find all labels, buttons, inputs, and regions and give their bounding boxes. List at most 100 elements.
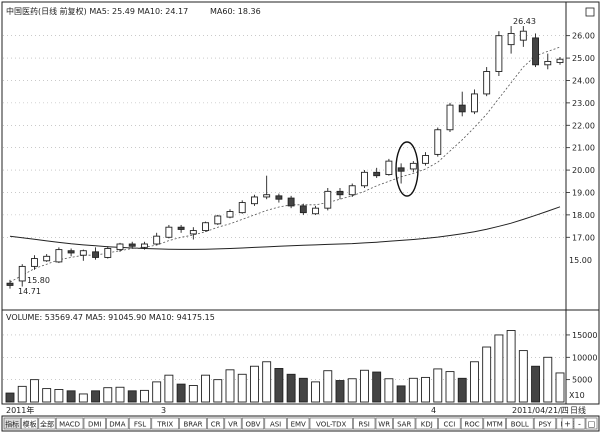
mid-low-label: 15.80: [27, 276, 50, 285]
indicator-tab[interactable]: [438, 417, 461, 430]
indicator-tab[interactable]: [21, 417, 39, 430]
indicator-tab[interactable]: [309, 417, 353, 430]
volume-bar: [311, 381, 321, 403]
candle-body: [226, 211, 234, 218]
indicator-tab-label: 全部: [40, 420, 54, 429]
volume-bar: [262, 361, 272, 403]
ma60-label: MA60: 18.36: [210, 7, 261, 16]
candle-body: [6, 282, 14, 286]
nav-button[interactable]: [573, 417, 586, 430]
candle-body: [263, 194, 271, 198]
volume-bar: [213, 379, 223, 403]
indicator-tab[interactable]: [415, 417, 438, 430]
volume-unit-label: X10: [569, 391, 585, 400]
candle-body: [532, 37, 540, 66]
indicator-tab[interactable]: [483, 417, 506, 430]
indicator-tab-label: KDJ: [421, 421, 433, 429]
volume-bar: [139, 389, 149, 403]
volume-bar: [237, 373, 247, 403]
candle-body: [275, 195, 283, 200]
period-label: 日线: [570, 405, 586, 415]
volume-bar: [188, 385, 198, 403]
date-end-label: 2011/04/21/四: [512, 406, 569, 415]
price-tick-label: 17.00: [572, 233, 595, 242]
indicator-tab[interactable]: [55, 417, 84, 430]
price-tick-label: 24.00: [572, 76, 595, 85]
indicator-tab[interactable]: [264, 417, 287, 430]
indicator-tab[interactable]: [179, 417, 207, 430]
indicator-tab-label: MTM: [486, 421, 502, 429]
volume-bar: [543, 356, 553, 403]
indicator-tab-label: VOL-TDX: [316, 421, 347, 429]
candle-body: [67, 250, 75, 254]
volume-bar: [115, 386, 125, 403]
candle-body: [153, 235, 161, 245]
volume-bar: [66, 390, 76, 403]
candle-body: [446, 104, 454, 131]
indicator-tab-label: DMI: [88, 421, 102, 429]
indicator-tab-label: DMA: [109, 421, 125, 429]
candle-body: [30, 258, 38, 267]
indicator-tab[interactable]: [3, 417, 21, 430]
candle-body: [177, 226, 185, 230]
indicator-tab-label: BOLL: [511, 421, 529, 429]
volume-bar: [359, 369, 369, 403]
candle-body: [104, 248, 112, 258]
volume-bar: [176, 383, 186, 403]
candle-body: [324, 190, 332, 209]
candle-body: [238, 202, 246, 214]
indicator-tab[interactable]: [393, 417, 416, 430]
candle-body: [458, 104, 466, 113]
left-price-axis-label: 15.00: [569, 256, 592, 265]
volume-bar: [396, 385, 406, 403]
indicator-tab[interactable]: [224, 417, 242, 430]
indicator-tab[interactable]: [106, 417, 129, 430]
candle-body: [165, 226, 173, 238]
price-tick-label: 20.00: [572, 166, 595, 175]
indicator-tab[interactable]: [287, 417, 310, 430]
volume-bar: [469, 361, 479, 403]
indicator-tab[interactable]: [460, 417, 484, 430]
indicator-tab[interactable]: [353, 417, 376, 430]
indicator-tab[interactable]: [151, 417, 179, 430]
indicator-tab[interactable]: [128, 417, 152, 430]
candle-body: [18, 265, 26, 282]
indicator-tab-label: FSL: [134, 421, 146, 429]
volume-bar: [225, 369, 235, 403]
nav-buttons: + - □: [561, 417, 598, 430]
volume-bar: [103, 387, 113, 403]
price-tick-label: 25.00: [572, 54, 595, 63]
indicator-tab[interactable]: [375, 417, 393, 430]
indicator-tab[interactable]: [533, 417, 557, 430]
candle-body: [214, 215, 222, 225]
indicator-tab-label: PSY: [539, 421, 553, 429]
nav-button[interactable]: [585, 417, 598, 430]
volume-bar: [91, 390, 101, 403]
tab-layer: 指标 模板 全部 MACD DMI DMA FSL TRIX BRAR CR VR OBV ASI EMV…: [3, 417, 584, 430]
candle-body: [348, 185, 356, 196]
volume-bar: [323, 370, 333, 403]
indicator-tab[interactable]: [83, 417, 106, 430]
indicator-tab[interactable]: [207, 417, 225, 430]
indicator-tab[interactable]: [241, 417, 265, 430]
candlestick-layer: [6, 26, 564, 289]
candle-body: [336, 190, 344, 196]
settings-icon[interactable]: [585, 7, 595, 17]
candle-body: [299, 205, 307, 214]
candle-body: [79, 250, 87, 256]
nav-button-label: □: [588, 420, 596, 429]
volume-bar: [433, 368, 443, 403]
candle-body: [116, 243, 124, 251]
indicator-tab[interactable]: [38, 417, 56, 430]
nav-button[interactable]: [561, 417, 574, 430]
volume-bar: [494, 334, 504, 403]
candle-body: [55, 249, 63, 263]
volume-bar: [506, 330, 516, 403]
axis-layer: 17.00 18.00 19.00 20.00 21.00 22.00 23.00 24.00…: [566, 32, 597, 385]
indicator-tab[interactable]: [506, 417, 534, 430]
price-tick-label: 21.00: [572, 144, 595, 153]
indicator-tab-label: ASI: [270, 421, 281, 429]
moving-average-layer: [9, 46, 561, 283]
